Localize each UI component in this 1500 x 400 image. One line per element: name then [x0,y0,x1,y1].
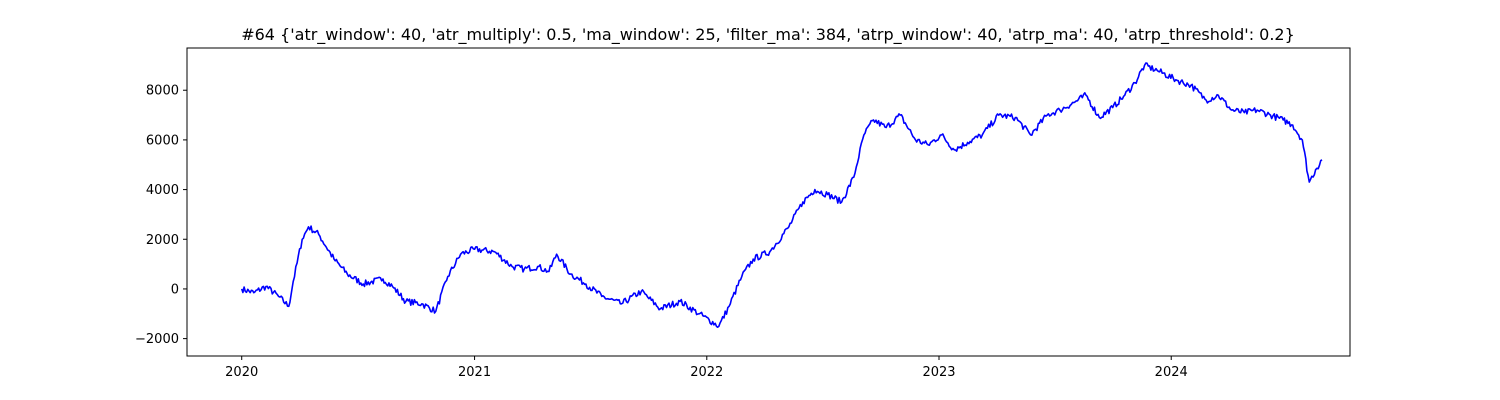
plot-area [240,62,1323,329]
y-tick-label: 8000 [146,84,179,99]
x-tick-label: 2023 [922,365,955,380]
series-line-0 [240,62,1323,329]
y-tick-label: 2000 [146,233,179,248]
y-tick-label: 4000 [146,183,179,198]
chart-title: #64 {'atr_window': 40, 'atr_multiply': 0… [241,25,1295,45]
y-tick-label: 0 [171,282,179,297]
axes-frame [186,47,1351,357]
y-tick-label: −2000 [135,332,179,347]
x-tick-label: 2022 [690,365,723,380]
x-axis: 2020 2021 2022 2023 2024 [225,356,1188,380]
x-tick-label: 2020 [225,365,258,380]
x-tick-label: 2021 [458,365,491,380]
y-axis: −2000 0 2000 4000 6000 8000 [135,84,187,347]
x-tick-label: 2024 [1155,365,1188,380]
y-tick-label: 6000 [146,133,179,148]
